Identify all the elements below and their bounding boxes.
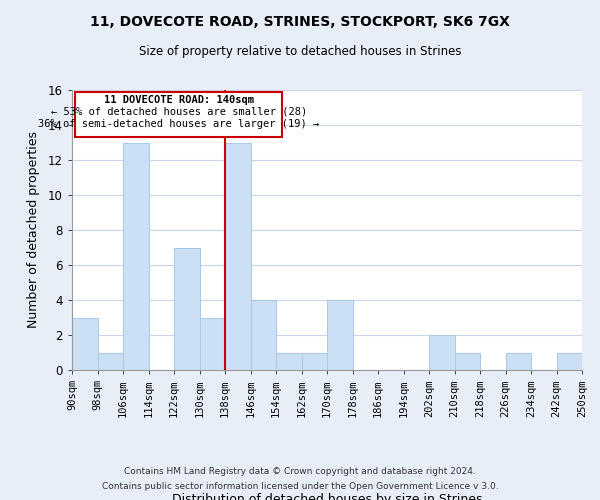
Bar xyxy=(72,318,97,370)
Bar xyxy=(429,335,455,370)
Text: 11, DOVECOTE ROAD, STRINES, STOCKPORT, SK6 7GX: 11, DOVECOTE ROAD, STRINES, STOCKPORT, S… xyxy=(90,15,510,29)
Text: Contains public sector information licensed under the Open Government Licence v : Contains public sector information licen… xyxy=(101,482,499,491)
Bar xyxy=(505,352,531,370)
Bar xyxy=(225,142,251,370)
Bar xyxy=(199,318,225,370)
Bar xyxy=(123,142,149,370)
Text: 36% of semi-detached houses are larger (19) →: 36% of semi-detached houses are larger (… xyxy=(38,119,319,129)
FancyBboxPatch shape xyxy=(75,92,283,137)
Bar xyxy=(174,248,199,370)
Bar xyxy=(557,352,582,370)
Text: ← 53% of detached houses are smaller (28): ← 53% of detached houses are smaller (28… xyxy=(50,107,307,117)
Text: Contains HM Land Registry data © Crown copyright and database right 2024.: Contains HM Land Registry data © Crown c… xyxy=(124,467,476,476)
Text: Size of property relative to detached houses in Strines: Size of property relative to detached ho… xyxy=(139,45,461,58)
Bar xyxy=(302,352,327,370)
Bar xyxy=(327,300,353,370)
Text: 11 DOVECOTE ROAD: 140sqm: 11 DOVECOTE ROAD: 140sqm xyxy=(104,94,254,104)
Bar xyxy=(97,352,123,370)
Y-axis label: Number of detached properties: Number of detached properties xyxy=(26,132,40,328)
Bar xyxy=(276,352,302,370)
Bar xyxy=(455,352,480,370)
X-axis label: Distribution of detached houses by size in Strines: Distribution of detached houses by size … xyxy=(172,493,482,500)
Bar xyxy=(251,300,276,370)
